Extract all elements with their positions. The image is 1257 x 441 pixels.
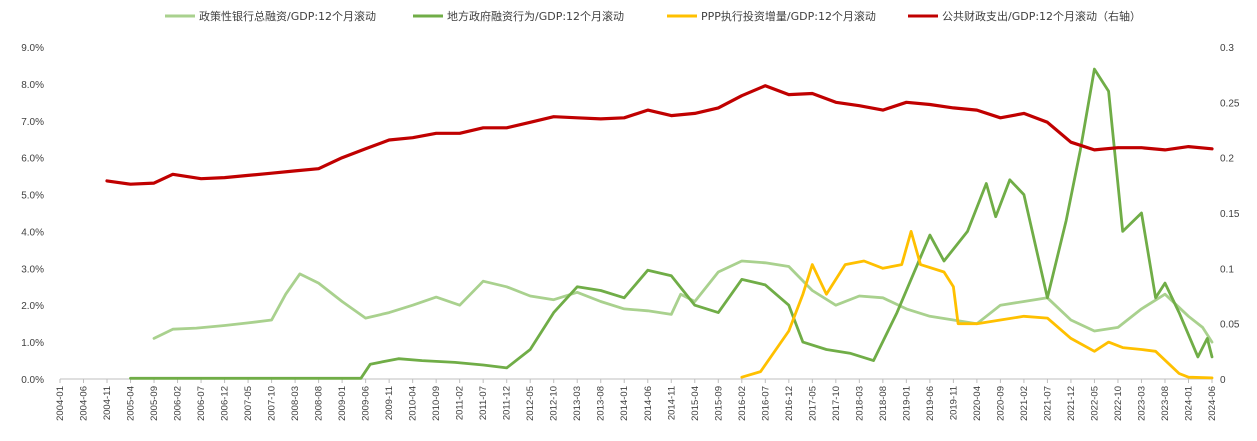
- x-tick-label: 2011-02: [455, 386, 466, 420]
- left-y-tick-label: 8.0%: [21, 80, 44, 91]
- x-tick-label: 2006-02: [173, 386, 184, 421]
- x-tick-label: 2007-05: [243, 386, 254, 421]
- x-tick-label: 2008-08: [314, 386, 325, 421]
- x-tick-label: 2007-10: [267, 386, 278, 421]
- x-tick-label: 2014-06: [643, 386, 654, 421]
- x-tick-label: 2013-08: [596, 386, 607, 421]
- right-y-tick-label: 0.25: [1220, 98, 1240, 109]
- x-tick-label: 2012-05: [525, 386, 536, 421]
- right-y-tick-label: 0.2: [1220, 154, 1234, 165]
- x-tick-label: 2008-03: [290, 386, 301, 421]
- legend-label: 政策性银行总融资/GDP:12个月滚动: [199, 9, 376, 23]
- left-y-tick-label: 0.0%: [21, 375, 44, 386]
- x-tick-label: 2016-02: [737, 386, 748, 421]
- x-tick-label: 2011-12: [502, 386, 513, 420]
- x-tick-label: 2009-01: [337, 386, 348, 421]
- x-tick-label: 2016-12: [784, 386, 795, 421]
- x-tick-label: 2010-04: [408, 386, 419, 421]
- series-line-4: [105, 84, 1214, 186]
- left-y-tick-label: 9.0%: [21, 43, 44, 54]
- left-y-axis: 0.0% 1.0% 2.0% 3.0% 4.0% 5.0% 6.0% 7.0% 8.0% 9.0%: [21, 43, 44, 386]
- x-tick-label: 2006-07: [196, 386, 207, 421]
- x-tick-label: 2015-09: [713, 386, 724, 421]
- x-tick-label: 2011-07: [478, 386, 489, 420]
- x-tick-label: 2016-07: [760, 386, 771, 421]
- left-y-tick-label: 2.0%: [21, 301, 44, 312]
- series-line-2: [129, 67, 1214, 380]
- x-tick-label: 2013-03: [572, 386, 583, 421]
- x-tick-label: 2021-07: [1042, 386, 1053, 421]
- right-y-tick-label: 0.05: [1220, 320, 1240, 331]
- x-tick-label: 2009-06: [361, 386, 372, 421]
- left-y-tick-label: 6.0%: [21, 154, 44, 165]
- x-tick-label: 2014-11: [666, 386, 677, 420]
- x-tick-label: 2004-01: [55, 386, 66, 421]
- x-tick-label: 2022-05: [1089, 386, 1100, 421]
- x-axis: 2004-01 2004-06 2004-11 2005-04 2005-09 2006-…: [55, 378, 1218, 421]
- x-tick-label: 2024-01: [1183, 386, 1194, 421]
- x-tick-label: 2020-09: [995, 386, 1006, 421]
- left-y-tick-label: 4.0%: [21, 227, 44, 238]
- x-tick-label: 2023-08: [1160, 386, 1171, 421]
- x-tick-label: 2005-04: [126, 386, 137, 421]
- left-y-tick-label: 7.0%: [21, 117, 44, 128]
- right-y-tick-label: 0: [1220, 375, 1226, 386]
- x-tick-label: 2024-06: [1207, 386, 1218, 421]
- x-tick-label: 2023-03: [1136, 386, 1147, 421]
- x-tick-label: 2009-11: [384, 386, 395, 420]
- left-y-tick-label: 5.0%: [21, 191, 44, 202]
- x-tick-label: 2022-10: [1113, 386, 1124, 421]
- left-y-tick-label: 3.0%: [21, 264, 44, 275]
- legend-label: PPP执行投资增量/GDP:12个月滚动: [701, 9, 876, 23]
- x-tick-label: 2019-01: [901, 386, 912, 421]
- chart-legend: 政策性银行总融资/GDP:12个月滚动 地方政府融资行为/GDP:12个月滚动 PP…: [165, 9, 1141, 23]
- x-tick-label: 2018-03: [854, 386, 865, 421]
- x-tick-label: 2015-04: [690, 386, 701, 421]
- legend-label: 地方政府融资行为/GDP:12个月滚动: [447, 9, 624, 23]
- right-y-tick-label: 0.3: [1220, 43, 1234, 54]
- left-y-tick-label: 1.0%: [21, 338, 44, 349]
- x-tick-label: 2020-04: [972, 386, 983, 421]
- x-tick-label: 2021-02: [1019, 386, 1030, 421]
- series-line-3: [740, 230, 1214, 380]
- x-tick-label: 2012-10: [549, 386, 560, 421]
- x-tick-label: 2019-11: [948, 386, 959, 420]
- x-tick-label: 2005-09: [149, 386, 160, 421]
- x-tick-label: 2004-11: [102, 386, 113, 420]
- x-tick-label: 2019-06: [925, 386, 936, 421]
- x-tick-label: 2014-01: [619, 386, 630, 421]
- x-tick-label: 2006-12: [220, 386, 231, 421]
- legend-label: 公共财政支出/GDP:12个月滚动（右轴）: [942, 9, 1141, 23]
- series-layer: [105, 67, 1214, 380]
- x-tick-label: 2018-08: [878, 386, 889, 421]
- right-y-tick-label: 0.15: [1220, 209, 1240, 220]
- x-tick-label: 2017-05: [807, 386, 818, 421]
- x-tick-label: 2010-09: [431, 386, 442, 421]
- x-tick-label: 2017-10: [831, 386, 842, 421]
- right-y-axis: 0 0.05 0.1 0.15 0.2 0.25 0.3: [1220, 43, 1240, 386]
- x-tick-label: 2004-06: [79, 386, 90, 421]
- x-tick-label: 2021-12: [1066, 386, 1077, 421]
- right-y-tick-label: 0.1: [1220, 264, 1234, 275]
